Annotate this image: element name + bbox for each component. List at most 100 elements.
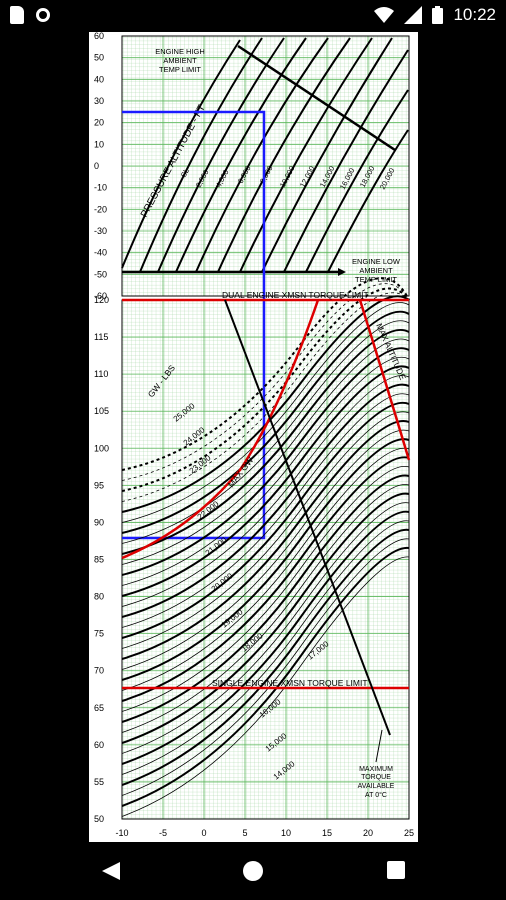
lower-y-tick: 100 [94, 443, 109, 453]
max-torque-label-2: TORQUE [361, 774, 391, 781]
weight-curve [121, 438, 410, 681]
lower-x-tick: 10 [281, 828, 291, 838]
weight-curve [121, 302, 410, 523]
lower-y-tick-labels: 120 115 110 105 100 95 90 85 80 75 70 65 60 55 50 [94, 295, 109, 824]
upper-y-tick: 60 [94, 32, 104, 41]
weight-curve [121, 320, 410, 544]
upper-y-tick: 20 [94, 118, 104, 128]
weight-curve [121, 520, 410, 775]
lower-x-tick: 15 [322, 828, 332, 838]
lower-y-tick: 60 [94, 740, 104, 750]
altitude-label: SL [179, 167, 191, 179]
lower-y-tick: 115 [94, 332, 108, 342]
pressure-altitude-lines [121, 37, 409, 273]
clock: 10:22 [453, 5, 496, 24]
upper-y-tick: -10 [94, 183, 107, 193]
example-route [122, 110, 266, 540]
weight-curve [121, 277, 410, 471]
max-torque-label-3: AVAILABLE [358, 783, 395, 790]
weight-curve [121, 420, 410, 660]
upper-y-tick: -60 [94, 291, 107, 301]
lower-y-tick: 90 [94, 517, 104, 527]
back-button[interactable] [100, 860, 122, 882]
weight-curve [121, 328, 410, 555]
weight-curve [121, 383, 410, 618]
weight-curve [121, 502, 410, 754]
weight-curve [121, 310, 410, 534]
lower-y-tick: 55 [94, 777, 104, 787]
lower-y-tick: 85 [94, 555, 104, 565]
weight-curve [121, 492, 410, 744]
lower-y-tick: 65 [94, 703, 104, 713]
weight-curve [121, 456, 410, 702]
weight-curve [121, 357, 410, 586]
weight-curve [121, 393, 410, 628]
max-gw-curve [121, 299, 320, 560]
weight-curve [121, 429, 410, 670]
upper-y-tick: 30 [94, 96, 104, 106]
engine-high-label-3: TEMP LIMIT [159, 65, 201, 74]
engine-high-temp-line [237, 44, 396, 152]
signal-icon [404, 6, 423, 24]
battery-icon [432, 6, 444, 24]
lower-y-tick: 80 [94, 592, 104, 602]
navigation-bar [0, 842, 506, 900]
weight-curve [121, 347, 410, 576]
lower-x-tick: -10 [115, 828, 128, 838]
upper-y-tick: 40 [94, 74, 104, 84]
upper-y-tick: 0 [94, 161, 99, 171]
upper-y-tick-labels: 60 50 40 30 20 10 0 -10 -20 -30 -40 -50 -60 [94, 31, 107, 301]
weight-curve [121, 411, 410, 649]
lower-x-tick: 5 [242, 828, 247, 838]
lower-x-tick: 20 [363, 828, 373, 838]
chart-image: 60 50 40 30 20 10 0 -10 -20 -30 -40 -50 -60 ENGINE H… [89, 31, 418, 842]
weight-curve [121, 484, 410, 733]
upper-y-tick: 10 [94, 139, 104, 149]
engine-low-label-1: ENGINE LOW [352, 257, 401, 266]
upper-y-tick: -30 [94, 226, 107, 236]
lower-y-tick: 50 [94, 814, 104, 824]
lower-y-tick: 95 [94, 480, 104, 490]
max-torque-label-1: MAXIMUM [359, 766, 393, 773]
recents-button[interactable] [386, 860, 406, 880]
weight-curve [121, 538, 410, 796]
lower-y-tick: 110 [94, 369, 108, 379]
weight-curve [121, 283, 410, 481]
upper-major-grid [121, 35, 410, 297]
home-button[interactable] [242, 860, 264, 882]
engine-low-label-2: AMBIENT [359, 266, 393, 275]
weight-curve [121, 401, 410, 639]
max-torque-line [224, 299, 391, 736]
status-bar: 10:22 [0, 0, 506, 32]
sd-card-icon [10, 6, 24, 24]
lower-y-tick: 105 [94, 406, 109, 416]
weight-curve [121, 287, 410, 492]
weight-curve [121, 546, 410, 807]
lower-y-tick: 70 [94, 666, 104, 676]
dual-engine-label: DUAL ENGINE XMSN TORQUE LIMIT [222, 290, 369, 300]
weight-curve [121, 510, 410, 765]
lower-x-tick: -5 [159, 828, 167, 838]
weight-curve [121, 474, 410, 723]
gross-weight-curves [121, 277, 410, 817]
upper-y-tick: -40 [94, 248, 107, 258]
max-altitude-curve [358, 299, 411, 461]
engine-high-label-2: AMBIENT [163, 56, 197, 65]
max-torque-label-4: AT 0°C [365, 791, 387, 799]
weight-curve [121, 375, 410, 607]
weight-curve [121, 528, 410, 786]
circle-icon [36, 8, 50, 22]
weight-curve [121, 447, 410, 691]
upper-y-tick: 50 [94, 53, 104, 63]
lower-x-tick: 0 [201, 828, 206, 838]
upper-y-tick: -50 [94, 269, 107, 279]
weight-curve [121, 338, 410, 565]
single-engine-label: SINGLE ENGINE XMSN TORQUE LIMIT [212, 678, 368, 688]
lower-y-tick: 120 [94, 295, 109, 305]
wifi-icon [374, 7, 395, 23]
lower-y-tick: 75 [94, 629, 104, 639]
engine-high-label-1: ENGINE HIGH [155, 47, 205, 56]
lower-x-tick-labels: -10 -5 0 5 10 15 20 25 [115, 828, 414, 838]
lower-x-tick: 25 [404, 828, 414, 838]
